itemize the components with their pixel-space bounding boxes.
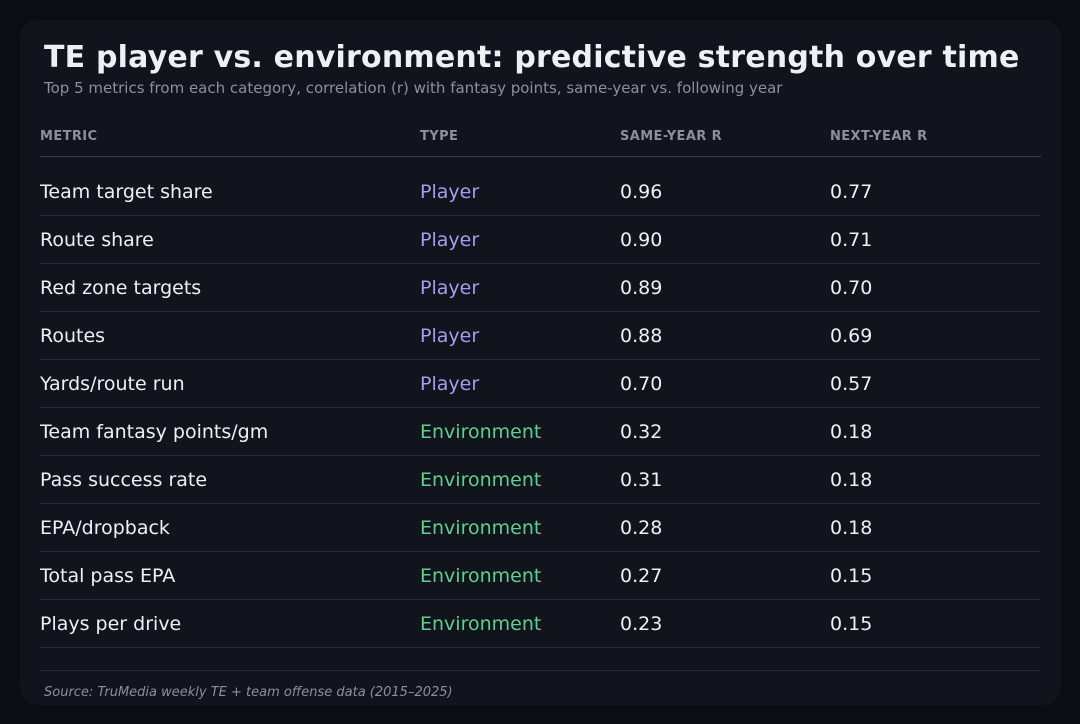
same-year-r-cell: 0.32: [620, 421, 663, 443]
table-row: EPA/dropback Environment 0.28 0.18: [40, 504, 1041, 552]
source-note: Source: TruMedia weekly TE + team offens…: [44, 685, 453, 700]
metric-cell: Red zone targets: [40, 277, 202, 299]
table-row: Route share Player 0.90 0.71: [40, 216, 1041, 264]
same-year-r-cell: 0.23: [620, 613, 663, 635]
page-title: TE player vs. environment: predictive st…: [44, 40, 1020, 75]
same-year-r-cell: 0.89: [620, 277, 663, 299]
metric-cell: Team target share: [40, 181, 213, 203]
metric-cell: EPA/dropback: [40, 517, 170, 539]
same-year-r-cell: 0.70: [620, 373, 663, 395]
table-row: Yards/route run Player 0.70 0.57: [40, 360, 1041, 408]
next-year-r-cell: 0.15: [830, 613, 873, 635]
type-cell: Environment: [420, 565, 542, 587]
type-cell: Player: [420, 373, 480, 395]
metric-cell: Plays per drive: [40, 613, 182, 635]
table-row: Total pass EPA Environment 0.27 0.15: [40, 552, 1041, 600]
next-year-r-cell: 0.18: [830, 517, 873, 539]
metric-cell: Team fantasy points/gm: [40, 421, 269, 443]
table-row: Team fantasy points/gm Environment 0.32 0.1…: [40, 408, 1041, 456]
next-year-r-cell: 0.69: [830, 325, 873, 347]
table-body: Team target share Player 0.96 0.77 Route sha…: [40, 168, 1041, 648]
next-year-r-cell: 0.18: [830, 469, 873, 491]
column-header-type: TYPE: [420, 129, 459, 144]
table-row: Routes Player 0.88 0.69: [40, 312, 1041, 360]
source-divider: [40, 670, 1041, 671]
next-year-r-cell: 0.70: [830, 277, 873, 299]
column-header-same-year-r: SAME-YEAR R: [620, 129, 723, 144]
same-year-r-cell: 0.31: [620, 469, 663, 491]
metric-cell: Routes: [40, 325, 106, 347]
next-year-r-cell: 0.77: [830, 181, 873, 203]
type-cell: Player: [420, 181, 480, 203]
table-row: Red zone targets Player 0.89 0.70: [40, 264, 1041, 312]
same-year-r-cell: 0.27: [620, 565, 663, 587]
metric-cell: Pass success rate: [40, 469, 208, 491]
page-subtitle: Top 5 metrics from each category, correl…: [44, 79, 783, 97]
column-header-metric: METRIC: [40, 129, 98, 144]
metric-cell: Route share: [40, 229, 154, 251]
next-year-r-cell: 0.57: [830, 373, 873, 395]
type-cell: Environment: [420, 469, 542, 491]
next-year-r-cell: 0.18: [830, 421, 873, 443]
type-cell: Player: [420, 229, 480, 251]
type-cell: Environment: [420, 421, 542, 443]
metric-cell: Yards/route run: [40, 373, 185, 395]
metric-cell: Total pass EPA: [40, 565, 176, 587]
column-header-next-year-r: NEXT-YEAR R: [830, 129, 928, 144]
table-card: TE player vs. environment: predictive st…: [20, 20, 1061, 705]
table-row: Team target share Player 0.96 0.77: [40, 168, 1041, 216]
table-header: METRIC TYPE SAME-YEAR R NEXT-YEAR R: [40, 116, 1041, 157]
same-year-r-cell: 0.90: [620, 229, 663, 251]
next-year-r-cell: 0.15: [830, 565, 873, 587]
correlation-table: METRIC TYPE SAME-YEAR R NEXT-YEAR R Team…: [40, 116, 1041, 648]
next-year-r-cell: 0.71: [830, 229, 873, 251]
table-row: Pass success rate Environment 0.31 0.18: [40, 456, 1041, 504]
same-year-r-cell: 0.28: [620, 517, 663, 539]
type-cell: Environment: [420, 517, 542, 539]
type-cell: Player: [420, 277, 480, 299]
same-year-r-cell: 0.88: [620, 325, 663, 347]
type-cell: Player: [420, 325, 480, 347]
type-cell: Environment: [420, 613, 542, 635]
same-year-r-cell: 0.96: [620, 181, 663, 203]
table-row: Plays per drive Environment 0.23 0.15: [40, 600, 1041, 648]
